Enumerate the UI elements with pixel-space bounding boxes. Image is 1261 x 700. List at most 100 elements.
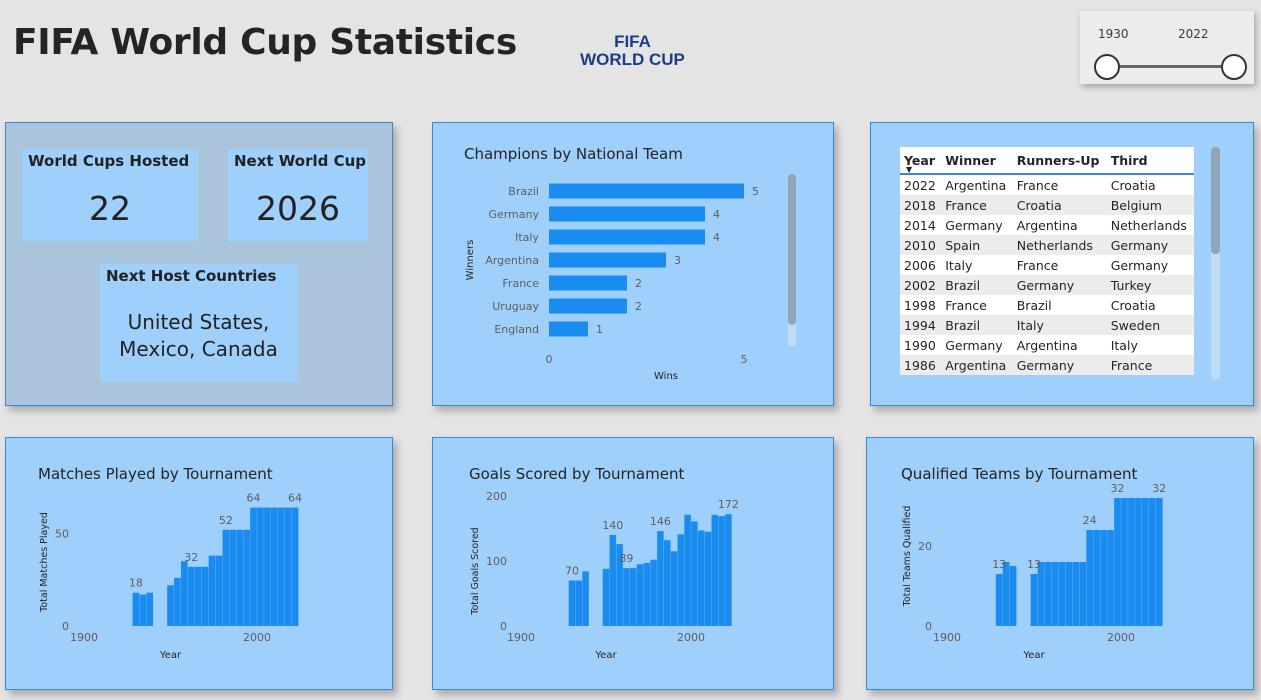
year-cell: 2014 [900, 215, 942, 235]
table-scrollbar-thumb[interactable] [1211, 147, 1220, 254]
champions-scrollbar[interactable] [788, 174, 796, 347]
world-cups-hosted-label: World Cups Hosted [28, 152, 190, 170]
winner-cell: Argentina [941, 355, 1013, 375]
bar [1058, 562, 1066, 626]
column-header-runners-up[interactable]: Runners-Up [1012, 147, 1107, 175]
slicer-end-handle[interactable] [1221, 54, 1247, 80]
bar [1002, 562, 1010, 626]
table-row[interactable]: 2022 Argentina France Croatia [900, 174, 1194, 195]
bar [132, 592, 140, 626]
y-tick-label: 0 [500, 620, 507, 633]
x-tick-label: 1900 [70, 631, 98, 644]
table-row[interactable]: 1986 Argentina Germany France [900, 355, 1194, 375]
bar [243, 529, 250, 626]
table-row[interactable]: 1994 Brazil Italy Sweden [900, 315, 1194, 335]
bar [995, 574, 1003, 626]
year-cell: 2006 [900, 255, 942, 275]
data-label: 32 [184, 551, 198, 564]
data-label: 13 [992, 558, 1006, 571]
data-label: 64 [288, 492, 302, 505]
x-axis-title: Year [1022, 650, 1045, 661]
table-scrollbar[interactable] [1211, 147, 1220, 380]
bar [1114, 498, 1121, 626]
data-label: 70 [565, 565, 579, 578]
column-header-third[interactable]: Third [1106, 147, 1194, 175]
third-cell: Belgium [1106, 195, 1194, 215]
data-label: 172 [718, 498, 739, 511]
table-row[interactable]: 1998 France Brazil Croatia [900, 295, 1194, 315]
winners-table: Year ▼ Winner Runners-Up Third 2022 Argent… [900, 147, 1194, 375]
bar [636, 564, 644, 626]
y-tick-label: 0 [925, 620, 932, 633]
data-label: 140 [602, 519, 623, 532]
goals-chart-title: Goals Scored by Tournament [469, 465, 685, 483]
slicer-track[interactable] [1104, 65, 1234, 68]
teams-chart: 13 13 24 32 32 0 20 1900 2000 Year Total Teams Qua… [902, 482, 1166, 661]
category-label: Germany [488, 208, 539, 221]
third-cell: France [1106, 355, 1194, 375]
runners-up-cell: Germany [1012, 355, 1107, 375]
sort-descending-icon: ▼ [906, 165, 913, 174]
year-cell: 2018 [900, 195, 942, 215]
bar [1044, 562, 1052, 626]
bar [549, 321, 588, 337]
slicer-start-handle[interactable] [1094, 54, 1120, 80]
bar [222, 529, 230, 626]
x-tick-label: 0 [546, 353, 553, 366]
bar [697, 530, 705, 626]
bar [691, 521, 698, 626]
bar [167, 585, 174, 626]
slicer-end-value[interactable]: 2022 [1178, 27, 1209, 41]
table-row[interactable]: 2006 Italy France Germany [900, 255, 1194, 275]
champions-scrollbar-thumb[interactable] [788, 174, 796, 325]
data-label: 32 [1152, 482, 1166, 495]
bar [250, 507, 257, 626]
bar [711, 514, 719, 626]
bar [1030, 574, 1038, 626]
matches-chart: 18 32 52 64 64 0 50 1900 2000 Year Total Matches P… [39, 492, 302, 661]
teams-chart-panel: Qualified Teams by Tournament 13 13 24 32 32… [866, 437, 1254, 690]
runners-up-cell: Brazil [1012, 295, 1107, 315]
bar [174, 577, 181, 626]
column-header-year[interactable]: Year ▼ [900, 147, 942, 175]
x-tick-label: 5 [741, 353, 748, 366]
bar [291, 507, 299, 626]
third-cell: Croatia [1106, 174, 1194, 195]
table-row[interactable]: 2010 Spain Netherlands Germany [900, 235, 1194, 255]
champions-chart: Brazil 5 Germany 4 Italy 4 Argentina 3 France 2 Ur… [465, 183, 759, 382]
table-row[interactable]: 2018 France Croatia Belgium [900, 195, 1194, 215]
table-row[interactable]: 2014 Germany Argentina Netherlands [900, 215, 1194, 235]
data-label: 18 [129, 577, 143, 590]
goals-chart-panel: Goals Scored by Tournament 70 140 89 146 172… [432, 437, 834, 690]
data-label: 2 [635, 300, 642, 313]
category-label: Italy [515, 231, 539, 244]
y-axis-title: Winners [465, 240, 476, 281]
bar [277, 507, 285, 626]
data-label: 3 [674, 254, 681, 267]
x-tick-label: 2000 [243, 631, 271, 644]
winner-cell: Brazil [941, 315, 1013, 335]
bar [187, 566, 195, 626]
winners-table-viewport: Year ▼ Winner Runners-Up Third 2022 Argent… [900, 147, 1194, 379]
x-axis-title: Wins [654, 371, 678, 382]
kpi-panel: World Cups Hosted 22 Next World Cup 2026… [5, 122, 393, 406]
runners-up-cell: France [1012, 255, 1107, 275]
champions-chart-title: Champions by National Team [464, 145, 683, 163]
runners-up-cell: Netherlands [1012, 235, 1107, 255]
winners-table-body: 2022 Argentina France Croatia 2018 France Croa… [900, 174, 1194, 375]
bar [1037, 562, 1045, 626]
year-range-slicer[interactable]: 1930 2022 [1080, 11, 1254, 84]
table-row[interactable]: 1990 Germany Argentina Italy [900, 335, 1194, 355]
bar [677, 534, 685, 626]
x-tick-label: 1900 [507, 631, 535, 644]
third-cell: Turkey [1106, 275, 1194, 295]
column-header-winner[interactable]: Winner [941, 147, 1013, 175]
third-cell: Croatia [1106, 295, 1194, 315]
bar [1086, 530, 1094, 626]
world-cups-hosted-card: World Cups Hosted 22 [22, 149, 198, 241]
runners-up-cell: Croatia [1012, 195, 1107, 215]
bar [549, 275, 627, 291]
table-row[interactable]: 2002 Brazil Germany Turkey [900, 275, 1194, 295]
data-label: 32 [1111, 482, 1125, 495]
slicer-start-value[interactable]: 1930 [1098, 27, 1129, 41]
